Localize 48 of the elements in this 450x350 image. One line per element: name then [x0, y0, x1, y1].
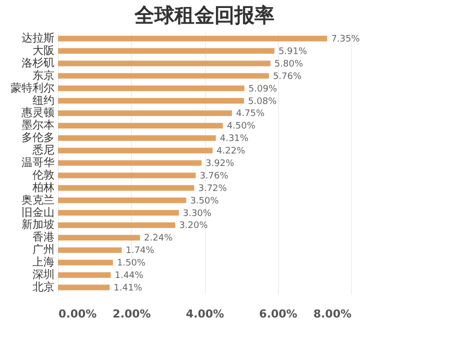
data-label: 4.75% [236, 109, 266, 120]
data-label: 1.41% [114, 283, 143, 294]
y-tick-label: 达拉斯 [22, 32, 54, 45]
y-tick-label: 伦敦 [32, 168, 54, 182]
y-tick-label: 上海 [32, 256, 54, 269]
data-label: 5.76% [272, 72, 302, 82]
y-tick-label: 柏林 [32, 180, 54, 194]
data-label: 3.50% [190, 196, 220, 206]
data-label: 5.80% [274, 59, 304, 70]
data-label: 4.50% [226, 122, 256, 132]
y-tick-label: 广州 [32, 243, 54, 256]
x-tick-label: 8.00% [313, 308, 352, 320]
y-tick-label: 香港 [32, 230, 54, 244]
y-tick-label: 北京 [32, 280, 54, 294]
data-label: 3.20% [179, 221, 208, 232]
data-label: 5.91% [278, 46, 308, 57]
data-label: 5.09% [248, 84, 278, 94]
data-label: 7.35% [331, 34, 360, 45]
data-label: 3.72% [198, 184, 228, 194]
y-tick-label: 墨尔本 [22, 118, 54, 132]
data-label: 1.74% [126, 246, 155, 256]
x-tick-label: 6.00% [259, 308, 298, 320]
data-label: 5.08% [248, 96, 278, 107]
y-tick-label: 大阪 [32, 44, 54, 57]
y-tick-label: 新加坡 [22, 218, 54, 232]
y-tick-label: 悉尼 [32, 144, 54, 157]
x-tick-label: 2.00% [112, 308, 151, 320]
y-tick-label: 蒙特利尔 [10, 81, 54, 94]
y-tick-label: 深圳 [32, 268, 54, 282]
y-tick-label: 奥克兰 [22, 193, 54, 206]
data-label: 4.22% [216, 146, 246, 157]
y-tick-label: 纽约 [32, 94, 54, 107]
y-tick-label: 多伦多 [22, 131, 54, 144]
data-label: 4.31% [220, 134, 249, 144]
x-tick-label: 4.00% [186, 308, 224, 320]
data-label: 1.50% [116, 258, 146, 269]
chart-title: 全球租金回报率 [134, 3, 274, 27]
y-tick-label: 洛杉矶 [22, 56, 54, 70]
data-label: 3.30% [182, 208, 212, 219]
data-label: 3.92% [206, 159, 235, 169]
y-tick-label: 旧金山 [22, 206, 54, 219]
x-tick-label: 0.00% [58, 308, 97, 320]
data-label: 2.24% [144, 234, 174, 244]
y-tick-label: 温哥华 [22, 156, 54, 169]
y-tick-label: 惠灵顿 [20, 106, 54, 120]
data-label: 3.76% [200, 171, 229, 182]
y-tick-label: 东京 [32, 68, 54, 82]
data-label: 1.44% [114, 271, 144, 282]
